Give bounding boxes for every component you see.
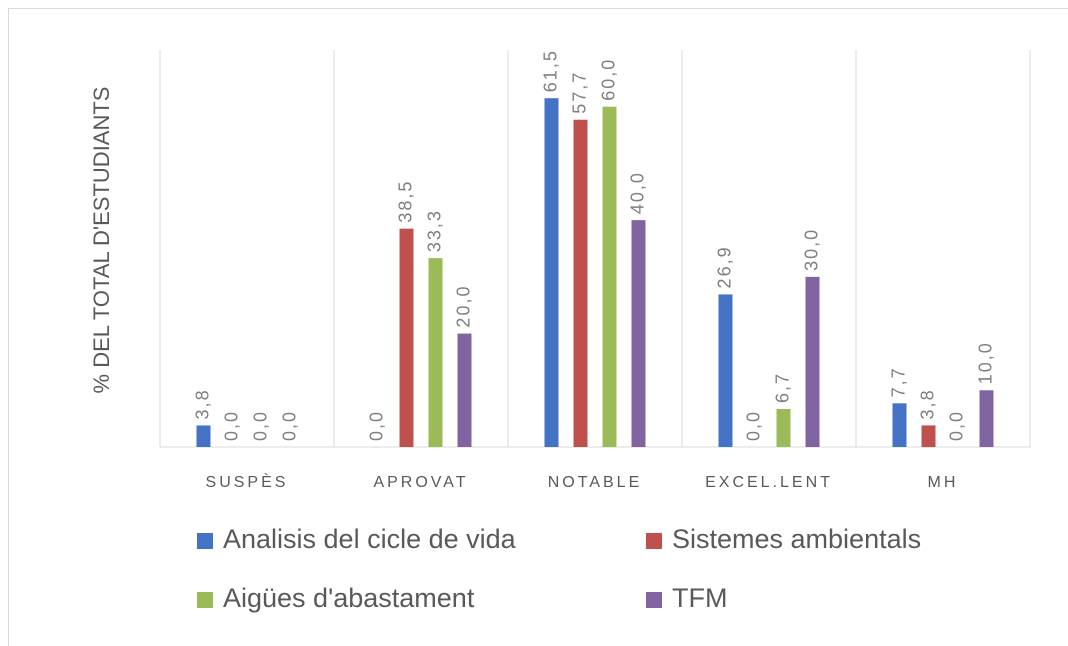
data-label: 57,7 <box>569 71 589 114</box>
bar <box>776 409 791 447</box>
bar <box>892 403 907 447</box>
data-label: 10,0 <box>975 341 995 384</box>
bar <box>631 220 646 447</box>
bar <box>602 106 617 447</box>
legend-swatch <box>646 592 662 608</box>
data-label: 3,8 <box>917 388 937 419</box>
data-label: 3,8 <box>192 388 212 419</box>
data-label: 0,0 <box>279 410 299 441</box>
data-label: 0,0 <box>250 410 270 441</box>
y-axis-label: % DEL TOTAL D'ESTUDIANTS <box>89 87 114 394</box>
bar <box>921 425 936 447</box>
data-label: 20,0 <box>453 285 473 328</box>
data-label: 0,0 <box>946 410 966 441</box>
x-tick-label: APROVAT <box>373 474 468 491</box>
bar <box>979 390 994 447</box>
bar <box>399 228 414 447</box>
bar <box>196 425 211 447</box>
data-label: 33,3 <box>424 209 444 252</box>
bar <box>544 98 559 447</box>
x-tick-label: EXCEL.LENT <box>705 474 833 491</box>
data-label: 0,0 <box>221 410 241 441</box>
x-tick-label: MH <box>928 474 959 491</box>
legend-label: TFM <box>672 583 727 613</box>
data-label: 61,5 <box>540 49 560 92</box>
data-label: 38,5 <box>395 180 415 223</box>
data-label: 0,0 <box>743 410 763 441</box>
legend-label: Aigües d'abastament <box>223 583 475 613</box>
data-label: 6,7 <box>772 372 792 403</box>
bar <box>718 294 733 447</box>
chart-frame <box>8 8 1068 646</box>
data-label: 0,0 <box>366 410 386 441</box>
bar <box>573 119 588 447</box>
data-label: 30,0 <box>801 228 821 271</box>
data-label: 40,0 <box>627 171 647 214</box>
legend-swatch <box>197 592 213 608</box>
data-label: 60,0 <box>598 58 618 101</box>
bar <box>805 276 820 447</box>
legend-label: Sistemes ambientals <box>672 524 921 554</box>
x-tick-label: NOTABLE <box>548 474 643 491</box>
legend-label: Analisis del cicle de vida <box>223 524 517 554</box>
legend-swatch <box>646 533 662 549</box>
legend-swatch <box>197 533 213 549</box>
data-label: 7,7 <box>888 366 908 397</box>
bar <box>457 333 472 447</box>
bar <box>428 258 443 447</box>
data-label: 26,9 <box>714 245 734 288</box>
x-tick-label: SUSPÈS <box>206 472 289 491</box>
